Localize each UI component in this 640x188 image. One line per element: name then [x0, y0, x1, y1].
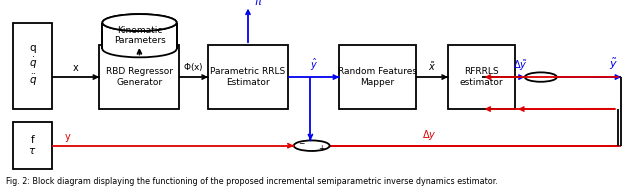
Text: RBD Regressor
Generator: RBD Regressor Generator — [106, 67, 173, 87]
Text: y: y — [65, 132, 70, 142]
Text: f
$\tau$: f $\tau$ — [29, 135, 36, 156]
Text: $\Delta y$: $\Delta y$ — [422, 128, 436, 142]
Bar — [339, 45, 416, 109]
Text: Parametric RRLS
Estimator: Parametric RRLS Estimator — [211, 67, 285, 87]
Bar — [448, 45, 515, 109]
Text: q
$\dot{q}$
$\ddot{q}$: q $\dot{q}$ $\ddot{q}$ — [29, 43, 36, 88]
Bar — [13, 122, 52, 169]
Text: −: − — [299, 139, 305, 148]
Text: Kinematic
Parameters: Kinematic Parameters — [114, 26, 165, 45]
Ellipse shape — [102, 14, 177, 31]
Text: Fig. 2: Block diagram displaying the functioning of the proposed incremental sem: Fig. 2: Block diagram displaying the fun… — [6, 177, 499, 186]
Circle shape — [525, 72, 557, 82]
Text: $\hat{\pi}$: $\hat{\pi}$ — [255, 0, 263, 8]
Text: $\tilde{x}$: $\tilde{x}$ — [428, 60, 436, 73]
Text: Random Features
Mapper: Random Features Mapper — [338, 67, 417, 87]
Ellipse shape — [102, 40, 177, 57]
Text: x: x — [73, 63, 79, 73]
Bar — [13, 23, 52, 109]
Bar — [208, 45, 288, 109]
Text: $\Phi$(x): $\Phi$(x) — [183, 61, 204, 73]
Ellipse shape — [102, 14, 177, 31]
Bar — [99, 45, 179, 109]
Text: $\tilde{y}$: $\tilde{y}$ — [609, 57, 618, 72]
Text: RFRRLS
estimator: RFRRLS estimator — [460, 67, 504, 87]
Text: +: + — [318, 144, 324, 153]
Bar — [102, 23, 177, 49]
Text: $\Delta\tilde{y}$: $\Delta\tilde{y}$ — [513, 58, 527, 73]
Text: $\hat{y}$: $\hat{y}$ — [310, 57, 317, 73]
Circle shape — [294, 140, 330, 151]
